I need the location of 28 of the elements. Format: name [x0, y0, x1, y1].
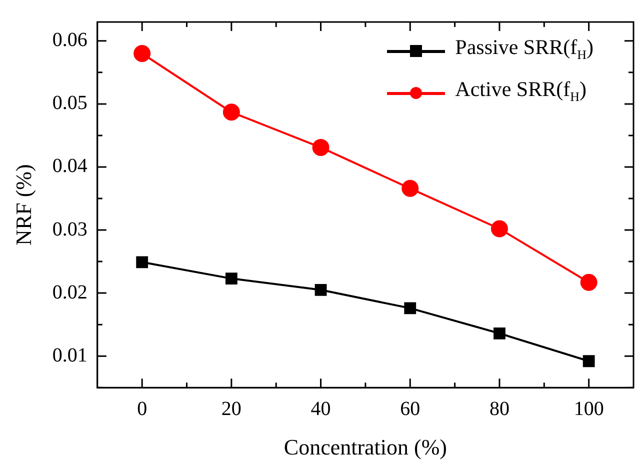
x-tick-label: 100 — [574, 398, 604, 420]
point — [136, 256, 148, 268]
y-tick-label: 0.03 — [52, 218, 88, 240]
y-tick-label: 0.04 — [52, 155, 88, 178]
point — [490, 220, 508, 238]
point — [582, 355, 595, 368]
y-tick-label: 0.06 — [52, 29, 88, 52]
x-tick-label: 0 — [137, 398, 148, 420]
point — [404, 302, 416, 314]
point — [134, 45, 151, 62]
legend-label: Active SRR(f$_{H}$) — [455, 76, 586, 106]
point — [580, 274, 598, 291]
y-tick-label: 0.05 — [52, 92, 88, 114]
x-tick-label: 20 — [221, 398, 242, 420]
y-tick-label: 0.01 — [52, 344, 88, 366]
x-tick-label: 40 — [310, 398, 331, 420]
legend-label: Passive SRR(f$_{H}$) — [455, 34, 594, 64]
point — [312, 138, 330, 156]
y-tick-label: 0.02 — [52, 281, 88, 304]
y-axis-title: NRF (%) — [10, 164, 36, 246]
point — [314, 284, 327, 296]
x-axis-title: Concentration (%) — [284, 434, 448, 460]
x-tick-label: 60 — [400, 398, 420, 420]
point — [402, 180, 419, 197]
point — [225, 272, 238, 284]
point — [494, 327, 506, 340]
x-tick-label: 80 — [489, 398, 510, 420]
point — [222, 104, 240, 121]
